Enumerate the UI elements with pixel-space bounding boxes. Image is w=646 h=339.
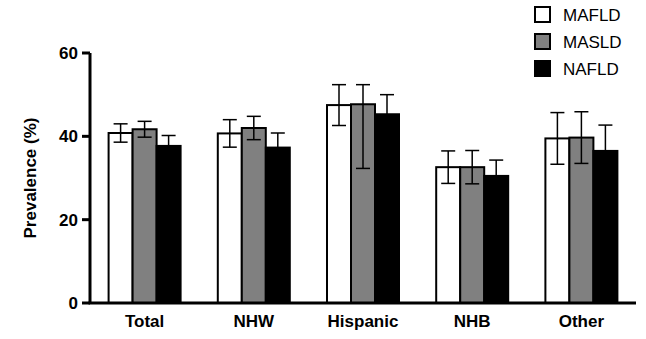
error-line xyxy=(605,125,607,177)
error-cap xyxy=(356,168,370,170)
error-cap xyxy=(162,156,176,158)
y-tick-label: 40 xyxy=(59,127,78,146)
error-cap xyxy=(574,163,588,165)
error-cap xyxy=(574,111,588,113)
x-tick-label: NHW xyxy=(233,312,275,331)
legend-label: MASLD xyxy=(563,33,622,52)
error-line xyxy=(168,136,170,157)
legend-swatch xyxy=(535,61,550,76)
error-cap xyxy=(162,135,176,137)
x-tick-label: NHB xyxy=(454,312,491,331)
bars xyxy=(109,85,618,303)
bar xyxy=(460,167,484,303)
legend-swatch xyxy=(535,34,550,49)
bar xyxy=(218,133,242,303)
legend-label: NAFLD xyxy=(563,60,619,79)
error-cap xyxy=(598,124,612,126)
error-line xyxy=(120,124,122,142)
error-cap xyxy=(332,84,346,86)
error-line xyxy=(557,113,559,165)
x-axis xyxy=(89,302,637,305)
bar xyxy=(375,114,399,303)
error-line xyxy=(447,151,449,184)
error-cap xyxy=(550,112,564,114)
bar xyxy=(157,146,181,303)
y-axis-label: Prevalence (%) xyxy=(21,118,40,239)
error-cap xyxy=(465,183,479,185)
y-tick xyxy=(82,302,90,305)
error-cap xyxy=(380,94,394,96)
error-bar xyxy=(489,160,503,192)
error-bar xyxy=(356,85,370,169)
error-cap xyxy=(441,150,455,152)
error-cap xyxy=(441,183,455,185)
error-bar xyxy=(441,151,455,184)
error-line xyxy=(495,160,497,192)
error-bar xyxy=(550,113,564,165)
y-tick-label: 60 xyxy=(59,44,78,63)
error-cap xyxy=(247,139,261,141)
error-cap xyxy=(138,136,152,138)
error-bar xyxy=(271,133,285,162)
error-line xyxy=(253,116,255,139)
error-bar xyxy=(223,120,237,148)
error-bar xyxy=(574,112,588,164)
y-tick xyxy=(82,135,90,138)
chart: 0 20 40 60 Total NHW Hispanic NHB Other Prevalenc… xyxy=(0,0,646,339)
error-cap xyxy=(271,161,285,163)
legend-label: MAFLD xyxy=(563,6,621,25)
legend-swatch xyxy=(535,7,550,22)
error-cap xyxy=(489,191,503,193)
error-cap xyxy=(223,119,237,121)
y-tick xyxy=(82,52,90,55)
error-bar xyxy=(380,95,394,135)
bar xyxy=(242,128,266,303)
bar xyxy=(109,133,133,303)
error-line xyxy=(338,85,340,126)
error-cap xyxy=(380,134,394,136)
bar xyxy=(327,105,351,303)
x-tick-label: Hispanic xyxy=(328,312,399,331)
error-line xyxy=(581,112,583,164)
error-line xyxy=(362,85,364,169)
error-cap xyxy=(356,84,370,86)
error-cap xyxy=(114,123,128,125)
error-cap xyxy=(550,164,564,166)
bar xyxy=(484,176,508,303)
error-cap xyxy=(271,132,285,134)
error-line xyxy=(229,120,231,148)
error-bar xyxy=(114,124,128,142)
error-cap xyxy=(489,159,503,161)
error-bar xyxy=(598,125,612,177)
y-tick-label: 0 xyxy=(69,294,78,313)
x-tick-label: Other xyxy=(559,312,605,331)
error-cap xyxy=(114,141,128,143)
error-line xyxy=(471,151,473,184)
y-tick xyxy=(82,218,90,221)
error-bar xyxy=(247,116,261,139)
legend: MAFLD MASLD NAFLD xyxy=(535,6,622,79)
error-line xyxy=(277,133,279,162)
error-cap xyxy=(465,150,479,152)
x-tick-label: Total xyxy=(125,312,164,331)
y-axis xyxy=(89,53,92,303)
bar xyxy=(133,129,157,303)
bar xyxy=(266,148,290,303)
error-cap xyxy=(332,125,346,127)
y-tick-label: 20 xyxy=(59,211,78,230)
error-bar xyxy=(138,121,152,137)
error-line xyxy=(144,121,146,137)
error-cap xyxy=(598,176,612,178)
error-cap xyxy=(223,146,237,148)
error-line xyxy=(386,95,388,135)
error-bar xyxy=(465,151,479,184)
error-cap xyxy=(138,121,152,123)
bar xyxy=(436,167,460,303)
error-bar xyxy=(162,136,176,157)
error-bar xyxy=(332,85,346,126)
error-cap xyxy=(247,116,261,118)
